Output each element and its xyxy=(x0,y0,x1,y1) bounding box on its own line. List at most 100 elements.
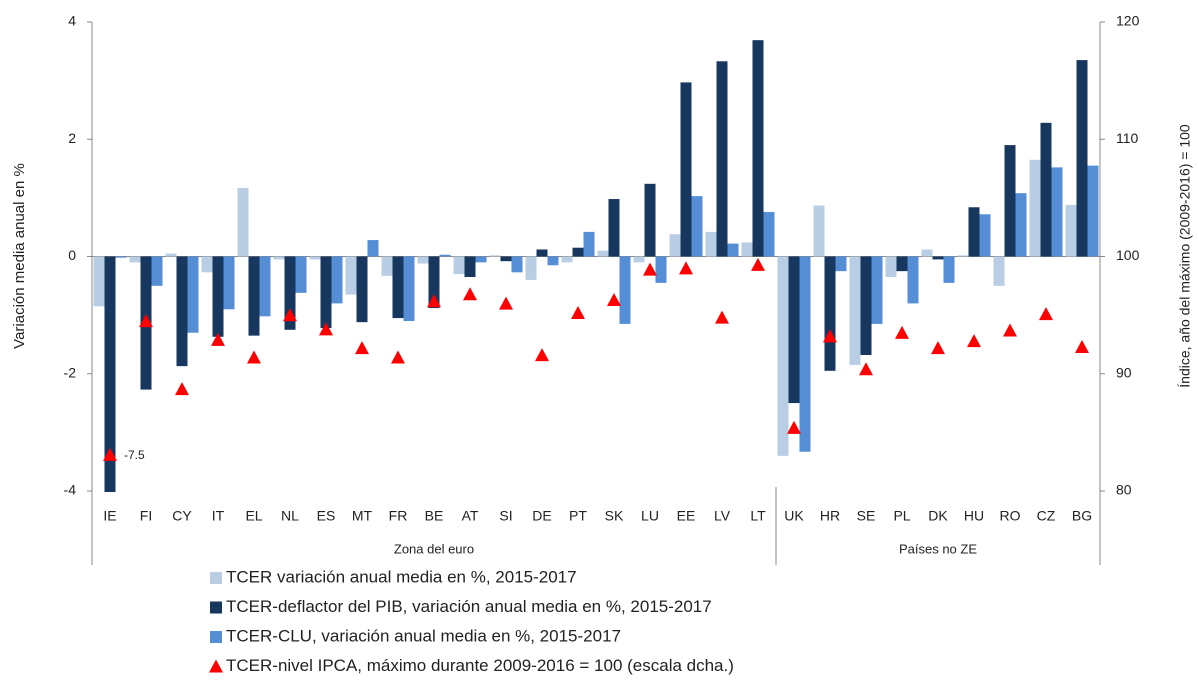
group-label: Zona del euro xyxy=(394,541,474,556)
bar xyxy=(392,256,404,319)
y2-tick-label: 120 xyxy=(1116,13,1140,29)
marker xyxy=(607,293,621,307)
bar xyxy=(201,256,213,273)
x-tick-label: DK xyxy=(928,508,948,524)
bar xyxy=(1004,145,1016,257)
bar xyxy=(979,214,991,257)
bar xyxy=(633,256,645,263)
marker xyxy=(283,308,297,322)
bar xyxy=(860,256,872,355)
bar xyxy=(273,256,285,260)
x-tick-label: NL xyxy=(281,508,299,524)
legend-swatch xyxy=(210,631,222,643)
bar xyxy=(907,256,919,304)
y-tick-label: -2 xyxy=(64,364,77,380)
x-tick-label: ES xyxy=(317,508,336,524)
y2-axis-title: Índice, año del máximo (2009-2016) = 100 xyxy=(1177,124,1193,388)
bar xyxy=(993,256,1005,286)
bar xyxy=(727,243,739,257)
bar xyxy=(777,256,789,456)
bar xyxy=(237,187,249,257)
bar xyxy=(849,256,861,365)
bar xyxy=(1087,165,1099,257)
x-tick-label: LT xyxy=(750,508,766,524)
bar xyxy=(691,196,703,257)
x-tick-label: EL xyxy=(245,508,262,524)
y2-tick-label: 100 xyxy=(1116,247,1140,263)
marker xyxy=(643,262,657,276)
y2-tick-label: 80 xyxy=(1116,482,1132,498)
bar xyxy=(187,256,199,333)
bar xyxy=(93,256,105,307)
bar xyxy=(428,256,440,309)
bar xyxy=(788,256,800,404)
bar xyxy=(1051,167,1063,257)
bar xyxy=(381,256,393,276)
x-tick-label: FR xyxy=(389,508,408,524)
legend-swatch xyxy=(210,601,222,614)
y-tick-label: 2 xyxy=(68,130,76,146)
x-tick-label: SK xyxy=(605,508,624,524)
x-tick-label: BG xyxy=(1072,508,1092,524)
bar xyxy=(1040,122,1052,257)
x-tick-label: HU xyxy=(964,508,984,524)
bar xyxy=(464,256,476,278)
bar xyxy=(943,256,955,283)
x-tick-label: LV xyxy=(714,508,731,524)
marker xyxy=(895,325,909,339)
legend-label: TCER variación anual media en %, 2015-20… xyxy=(226,567,577,586)
marker xyxy=(391,350,405,364)
y-tick-label: 0 xyxy=(68,247,76,263)
x-tick-label: CZ xyxy=(1037,508,1056,524)
bar xyxy=(763,211,775,257)
bar xyxy=(284,256,296,330)
bar xyxy=(295,256,307,293)
bar xyxy=(547,256,559,266)
bar xyxy=(259,256,271,317)
marker xyxy=(1039,307,1053,321)
bar xyxy=(871,256,883,324)
bar xyxy=(561,256,573,263)
marker xyxy=(103,447,117,461)
bar xyxy=(248,256,260,336)
bar xyxy=(752,40,764,257)
marker xyxy=(499,296,513,310)
bar xyxy=(320,256,332,329)
plot-area xyxy=(93,40,1099,492)
marker xyxy=(715,310,729,324)
marker xyxy=(139,314,153,328)
legend-label: TCER-CLU, variación anual media en %, 20… xyxy=(226,626,621,645)
bar xyxy=(500,256,512,262)
x-tick-label: RO xyxy=(1000,508,1021,524)
x-tick-label: BE xyxy=(425,508,444,524)
bar xyxy=(921,249,933,257)
x-tick-label: UK xyxy=(784,508,804,524)
bar xyxy=(489,255,501,257)
bar xyxy=(165,253,177,257)
x-tick-label: CY xyxy=(172,508,192,524)
bar xyxy=(115,256,127,258)
x-tick-label: EE xyxy=(677,508,696,524)
bar xyxy=(525,256,537,280)
marker xyxy=(1075,339,1089,353)
bar xyxy=(356,256,368,323)
bar xyxy=(1015,193,1027,257)
bar xyxy=(957,255,969,257)
marker xyxy=(931,341,945,355)
bar xyxy=(345,256,357,295)
bar xyxy=(655,256,667,283)
marker xyxy=(247,350,261,364)
bar xyxy=(417,256,429,264)
bar xyxy=(705,231,717,257)
bar xyxy=(680,82,692,257)
data-label: -7.5 xyxy=(124,448,145,462)
bar xyxy=(1029,159,1041,257)
bar xyxy=(968,207,980,257)
y2-tick-label: 90 xyxy=(1116,364,1132,380)
x-tick-label: MT xyxy=(352,508,373,524)
x-tick-label: PT xyxy=(569,508,587,524)
bar xyxy=(331,256,343,304)
group-label: Países no ZE xyxy=(899,541,977,556)
bar xyxy=(669,234,681,257)
